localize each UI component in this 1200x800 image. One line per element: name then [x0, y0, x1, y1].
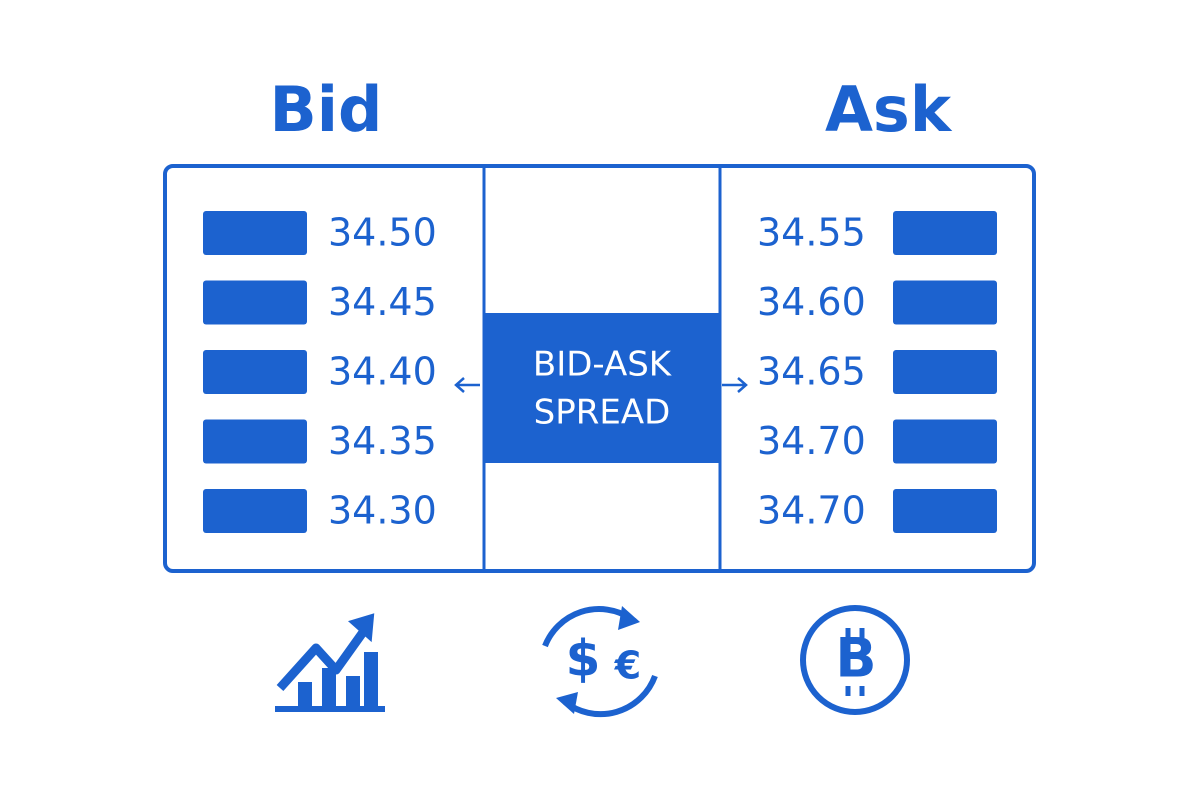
- bid-price: 34.35: [328, 419, 437, 463]
- bitcoin-icon: B: [800, 605, 910, 715]
- bid-bar: [203, 350, 307, 394]
- spread-label: BID-ASK: [533, 345, 673, 385]
- ask-bar: [893, 489, 997, 533]
- chart-icon: [275, 613, 385, 712]
- ask-bar: [893, 211, 997, 255]
- spread-arrows: [454, 377, 748, 393]
- svg-text:B: B: [835, 627, 876, 690]
- bid-price: 34.50: [328, 211, 437, 255]
- order-book-frame: [163, 164, 1036, 573]
- spread-label: SPREAD: [534, 393, 671, 433]
- ask-bar: [893, 350, 997, 394]
- svg-text:$: $: [566, 630, 601, 688]
- bid-bar: [203, 489, 307, 533]
- bid-price: 34.30: [328, 489, 437, 533]
- bid-price: 34.40: [328, 350, 437, 394]
- ask-bar: [893, 280, 997, 325]
- bid-title: Bid: [270, 73, 383, 146]
- ask-price: 34.70: [757, 419, 866, 463]
- exchange-icon: $ €: [542, 606, 658, 718]
- bid-bar: [203, 419, 307, 464]
- ask-price: 34.55: [757, 211, 866, 255]
- rows: 34.50 34.45 34.40 34.35 34.30 34.55 34.60 34.65…: [203, 211, 997, 533]
- bid-bar: [203, 211, 307, 255]
- ask-bar: [893, 419, 997, 464]
- spread-box: [484, 313, 720, 463]
- bid-bar: [203, 280, 307, 325]
- svg-text:€: €: [614, 644, 641, 688]
- ask-price: 34.70: [757, 489, 866, 533]
- ask-price: 34.60: [757, 280, 866, 324]
- bid-price: 34.45: [328, 280, 437, 324]
- ask-title: Ask: [825, 73, 953, 146]
- ask-price: 34.65: [757, 350, 866, 394]
